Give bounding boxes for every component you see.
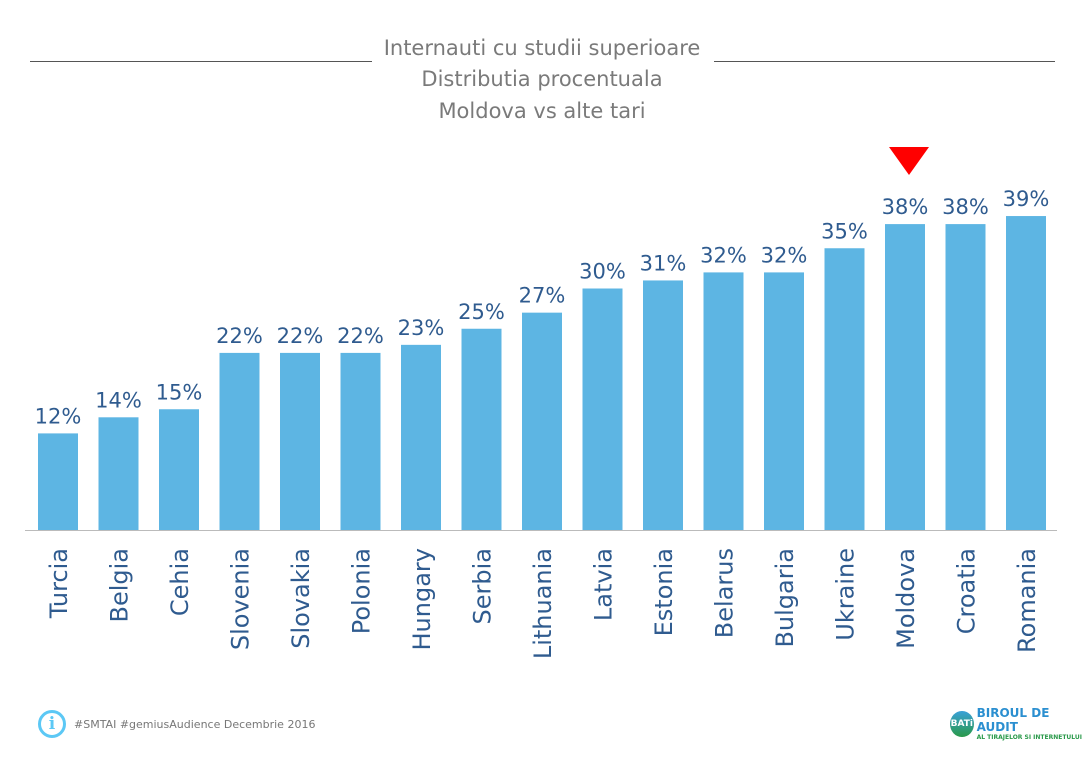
bar-estonia: [643, 280, 683, 530]
category-label: Belarus: [711, 548, 739, 638]
info-icon[interactable]: i: [38, 710, 66, 738]
bar-hungary: [401, 344, 441, 530]
category-label: Cehia: [166, 548, 194, 616]
value-label: 22%: [337, 324, 384, 348]
value-label: 30%: [579, 260, 626, 284]
category-label: Romania: [1013, 548, 1041, 653]
bar-croatia: [945, 224, 986, 530]
value-label: 32%: [700, 243, 747, 267]
category-label: Hungary: [408, 548, 436, 650]
category-label: Estonia: [650, 548, 678, 636]
value-label: 31%: [640, 251, 687, 275]
bar-slovenia: [219, 352, 260, 530]
title-rule-left: [30, 61, 372, 62]
category-label: Serbia: [469, 548, 497, 624]
logo: BATi BIROUL DE AUDIT AL TIRAJELOR SI INT…: [950, 706, 1084, 741]
chart-subtitle-1: Distributia procentuala: [421, 67, 663, 91]
value-label: 22%: [277, 324, 324, 348]
bar-moldova: [885, 224, 925, 530]
value-label: 35%: [821, 219, 868, 243]
chart-title-text: Internauti cu studii superioare: [377, 36, 707, 60]
bar-romania: [1006, 216, 1046, 531]
bar-belgia: [98, 417, 139, 530]
category-label: Ukraine: [832, 548, 860, 641]
value-label: 27%: [519, 284, 566, 308]
bar-serbia: [461, 328, 502, 530]
bar-latvia: [582, 288, 623, 530]
category-label: Latvia: [590, 548, 618, 621]
value-label: 32%: [761, 243, 808, 267]
bar-lithuania: [522, 312, 562, 530]
bar-ukraine: [824, 248, 865, 530]
category-label: Slovakia: [287, 548, 315, 649]
value-label: 38%: [882, 195, 929, 219]
category-label: Moldova: [892, 548, 920, 649]
bar-bulgaria: [764, 272, 804, 530]
bar-slovakia: [280, 352, 320, 530]
value-label: 14%: [95, 388, 142, 412]
category-label: Bulgaria: [771, 548, 799, 648]
category-label: Belgia: [106, 548, 134, 623]
chart-subtitle-2: Moldova vs alte tari: [438, 99, 646, 123]
bar-polonia: [340, 352, 381, 530]
title-rule-right: [714, 61, 1055, 62]
bar-belarus: [703, 272, 744, 530]
category-label: Polonia: [348, 548, 376, 634]
logo-mark: BATi: [950, 710, 974, 737]
bar-cehia: [159, 409, 199, 530]
logo-line2: AL TIRAJELOR SI INTERNETULUI: [976, 734, 1083, 741]
value-label: 12%: [35, 404, 82, 428]
bar-chart: 12% Turcia 14% Belgia 15% Cehia 22% Slovenia 22%…: [25, 147, 1057, 659]
value-label: 15%: [156, 380, 203, 404]
value-label: 38%: [942, 195, 989, 219]
value-label: 39%: [1003, 187, 1050, 211]
value-label: 25%: [458, 300, 505, 324]
category-label: Croatia: [953, 548, 981, 634]
footer: i #SMTAI #gemiusAudience Decembrie 2016: [38, 710, 315, 738]
value-label: 22%: [216, 324, 263, 348]
value-label: 23%: [398, 316, 445, 340]
logo-line1: BIROUL DE AUDIT: [976, 706, 1050, 734]
category-label: Turcia: [45, 548, 73, 619]
highlight-marker-icon: [889, 147, 929, 175]
source-text: #SMTAI #gemiusAudience Decembrie 2016: [74, 717, 316, 731]
chart-title: Internauti cu studii superioare: [0, 36, 1084, 60]
bar-turcia: [38, 433, 78, 530]
category-label: Slovenia: [227, 548, 255, 650]
category-label: Lithuania: [529, 548, 557, 659]
